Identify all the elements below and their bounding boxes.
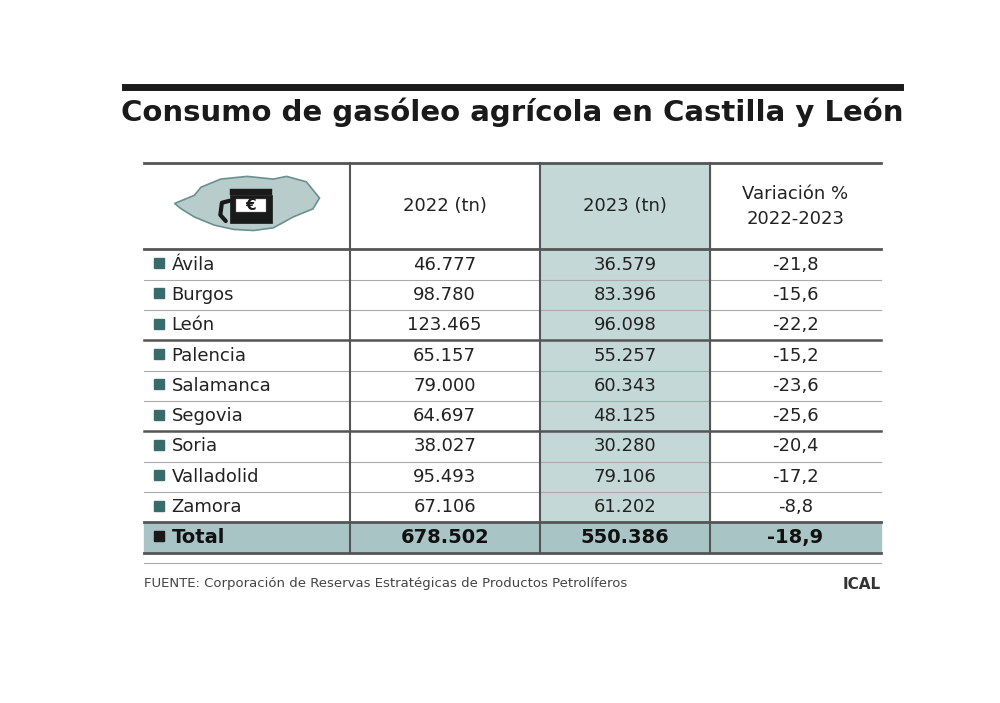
Bar bbox=[154, 531, 164, 541]
Text: 79.000: 79.000 bbox=[413, 377, 476, 395]
Text: 98.780: 98.780 bbox=[413, 286, 476, 304]
Text: 2023 (tn): 2023 (tn) bbox=[583, 197, 667, 215]
Bar bbox=[230, 195, 272, 223]
Text: -15,6: -15,6 bbox=[772, 286, 819, 304]
Bar bbox=[144, 522, 881, 553]
Text: -25,6: -25,6 bbox=[772, 407, 819, 425]
Text: Valladolid: Valladolid bbox=[172, 467, 259, 486]
Text: -23,6: -23,6 bbox=[772, 377, 819, 395]
Text: 95.493: 95.493 bbox=[413, 467, 476, 486]
Text: 61.202: 61.202 bbox=[594, 498, 656, 516]
Text: -8,8: -8,8 bbox=[778, 498, 813, 516]
Text: 2022 (tn): 2022 (tn) bbox=[403, 197, 487, 215]
Text: 55.257: 55.257 bbox=[593, 347, 656, 365]
Text: -22,2: -22,2 bbox=[772, 316, 819, 334]
Text: Total: Total bbox=[172, 528, 225, 547]
Text: 65.157: 65.157 bbox=[413, 347, 476, 365]
Text: Palencia: Palencia bbox=[172, 347, 246, 365]
Text: Zamora: Zamora bbox=[172, 498, 242, 516]
Text: 123.465: 123.465 bbox=[407, 316, 482, 334]
Text: Variación %
2022-2023: Variación % 2022-2023 bbox=[742, 185, 848, 228]
Bar bbox=[230, 188, 272, 195]
Text: León: León bbox=[172, 316, 215, 334]
Bar bbox=[154, 440, 164, 450]
Text: Ávila: Ávila bbox=[172, 256, 215, 273]
Text: 48.125: 48.125 bbox=[593, 407, 656, 425]
Bar bbox=[154, 501, 164, 510]
Text: -15,2: -15,2 bbox=[772, 347, 819, 365]
Text: €: € bbox=[246, 198, 256, 213]
Text: Burgos: Burgos bbox=[172, 286, 234, 304]
Text: 79.106: 79.106 bbox=[594, 467, 656, 486]
Text: -21,8: -21,8 bbox=[772, 256, 819, 273]
Bar bbox=[154, 258, 164, 268]
Text: 60.343: 60.343 bbox=[593, 377, 656, 395]
Text: 83.396: 83.396 bbox=[593, 286, 656, 304]
Text: 96.098: 96.098 bbox=[594, 316, 656, 334]
Text: 38.027: 38.027 bbox=[413, 437, 476, 456]
Text: Soria: Soria bbox=[172, 437, 218, 456]
Bar bbox=[154, 349, 164, 359]
Text: FUENTE: Corporación de Reservas Estratégicas de Productos Petrolíferos: FUENTE: Corporación de Reservas Estratég… bbox=[144, 577, 628, 590]
Text: ICAL: ICAL bbox=[842, 577, 881, 592]
Text: Salamanca: Salamanca bbox=[172, 377, 271, 395]
Text: 36.579: 36.579 bbox=[593, 256, 656, 273]
Bar bbox=[154, 380, 164, 389]
Text: -20,4: -20,4 bbox=[772, 437, 819, 456]
Text: 67.106: 67.106 bbox=[413, 498, 476, 516]
Text: 64.697: 64.697 bbox=[413, 407, 476, 425]
Text: 30.280: 30.280 bbox=[594, 437, 656, 456]
Text: 46.777: 46.777 bbox=[413, 256, 476, 273]
Bar bbox=[154, 410, 164, 420]
Text: 678.502: 678.502 bbox=[400, 528, 489, 547]
Bar bbox=[236, 199, 266, 212]
Text: 550.386: 550.386 bbox=[580, 528, 669, 547]
Text: -18,9: -18,9 bbox=[767, 528, 823, 547]
Polygon shape bbox=[175, 176, 320, 231]
Text: Consumo de gasóleo agrícola en Castilla y León: Consumo de gasóleo agrícola en Castilla … bbox=[121, 98, 904, 127]
Text: -17,2: -17,2 bbox=[772, 467, 819, 486]
Bar bbox=[154, 288, 164, 299]
Bar bbox=[154, 470, 164, 480]
Text: Segovia: Segovia bbox=[172, 407, 243, 425]
Bar bbox=[154, 318, 164, 329]
